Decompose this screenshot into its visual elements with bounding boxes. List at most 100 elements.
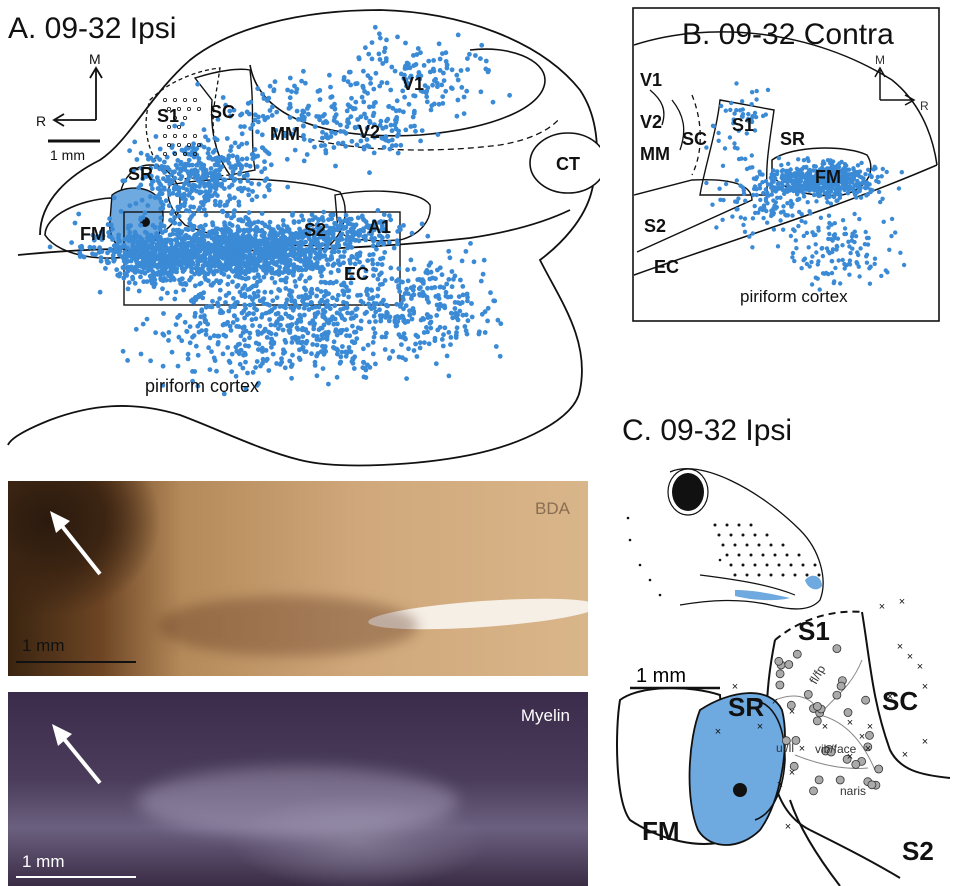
cell-dot <box>130 274 135 280</box>
cell-dot <box>743 156 748 162</box>
cell-dot <box>830 159 836 164</box>
cell-dot <box>358 318 364 324</box>
cell-dot <box>322 300 328 305</box>
cell-dot <box>379 299 385 305</box>
cell-dot <box>807 179 812 185</box>
cell-dot <box>97 245 102 251</box>
cell-dot <box>108 248 114 253</box>
cell-dot <box>749 553 753 557</box>
cell-dot <box>309 212 315 218</box>
cell-dot <box>364 125 370 131</box>
cell-dot <box>266 95 272 101</box>
cell-dot <box>160 363 166 369</box>
cell-dot <box>437 56 443 62</box>
cell-dot <box>323 330 328 336</box>
b-outer-contour <box>633 31 938 166</box>
cell-dot <box>398 142 404 148</box>
cell-dot <box>327 72 332 78</box>
cell-dot <box>250 122 256 127</box>
cell-dot <box>354 81 360 86</box>
cell-dot <box>193 168 199 174</box>
cell-dot <box>287 95 293 101</box>
cell-dot <box>185 227 191 233</box>
cell-dot <box>306 230 312 235</box>
cell-dot <box>180 257 186 263</box>
cell-dot <box>808 211 813 216</box>
cell-dot <box>377 272 382 278</box>
cell-dot <box>230 320 236 325</box>
cell-dot <box>258 363 263 369</box>
cell-dot <box>228 328 234 333</box>
cell-dot <box>763 179 769 184</box>
cell-dot <box>334 374 340 380</box>
cell-dot <box>186 259 192 265</box>
cell-dot <box>313 304 318 310</box>
cell-dot <box>349 275 354 280</box>
cell-dot <box>262 253 268 258</box>
cell-dot <box>741 563 745 567</box>
cell-dot <box>397 289 403 294</box>
cell-dot <box>461 94 467 100</box>
orientation-arrows-b <box>874 66 916 106</box>
cell-dot <box>842 162 848 167</box>
cell-dot <box>420 89 426 94</box>
cell-dot <box>781 227 786 232</box>
cell-dot <box>769 185 774 190</box>
cell-dot <box>349 95 354 101</box>
cell-dot <box>256 181 262 187</box>
cell-dot <box>318 325 324 331</box>
cell-dot <box>166 142 171 147</box>
cell-dot <box>238 246 244 252</box>
cell-dot <box>356 56 362 62</box>
cell-dot <box>270 239 276 245</box>
cell-dot <box>323 132 329 138</box>
cell-dot <box>325 229 330 235</box>
cell-dot <box>820 167 825 172</box>
cell-dot <box>736 156 742 162</box>
cell-dot <box>401 331 407 337</box>
cell-dot <box>473 53 478 58</box>
cell-dot <box>250 323 255 328</box>
cell-dot <box>187 191 193 196</box>
cell-dot <box>269 344 274 350</box>
cell-dot <box>314 342 320 348</box>
cell-dot <box>179 147 185 153</box>
cell-dot <box>357 231 363 237</box>
cell-dot <box>775 669 785 679</box>
cell-dot <box>334 297 340 303</box>
cell-dot <box>408 124 414 129</box>
cell-dot <box>90 251 95 257</box>
cell-dot <box>801 158 807 163</box>
cell-dot <box>449 284 455 290</box>
cell-dot <box>375 286 381 292</box>
cell-dot <box>90 232 96 238</box>
cell-dot <box>396 332 402 337</box>
cell-dot <box>137 261 142 266</box>
cell-dot <box>296 355 302 361</box>
cell-dot <box>863 172 868 177</box>
cell-dot <box>488 290 493 296</box>
cell-dot <box>317 243 323 249</box>
cell-dot <box>172 175 178 181</box>
cell-dot <box>179 249 185 255</box>
cross-marker: × <box>879 601 885 613</box>
cell-dot <box>354 142 360 148</box>
b-s2 <box>633 178 753 253</box>
cell-dot <box>166 125 171 130</box>
bda-arrow-head <box>50 511 70 533</box>
cell-dot <box>190 378 196 384</box>
cell-dot <box>464 291 470 297</box>
cell-dot <box>206 345 212 351</box>
cell-dot <box>749 119 755 125</box>
rat-eye <box>672 473 704 511</box>
cell-dot <box>460 284 466 289</box>
cell-dot <box>172 215 178 220</box>
cell-dot <box>118 209 124 214</box>
cell-dot <box>874 764 884 774</box>
cell-dot <box>268 162 274 168</box>
cell-dot <box>801 233 806 239</box>
cell-dot <box>166 262 171 267</box>
cell-dot <box>230 169 236 175</box>
cell-dot <box>814 183 819 188</box>
cell-dot <box>879 174 884 179</box>
